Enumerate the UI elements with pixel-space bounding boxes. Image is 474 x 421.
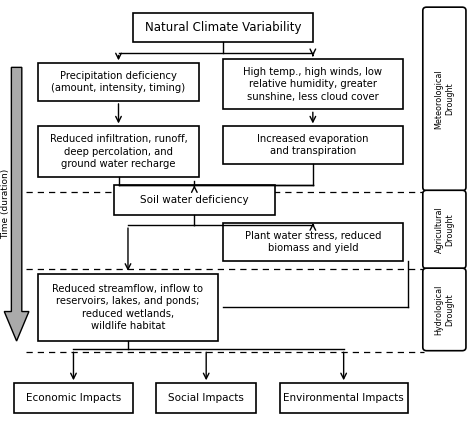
FancyBboxPatch shape [38, 274, 218, 341]
FancyBboxPatch shape [223, 223, 403, 261]
Text: Increased evaporation
and transpiration: Increased evaporation and transpiration [257, 134, 369, 157]
FancyBboxPatch shape [280, 383, 408, 413]
FancyBboxPatch shape [38, 63, 199, 101]
Text: Soil water deficiency: Soil water deficiency [140, 195, 249, 205]
FancyBboxPatch shape [38, 126, 199, 177]
Text: Agricultural
Drought: Agricultural Drought [435, 206, 454, 253]
Text: Plant water stress, reduced
biomass and yield: Plant water stress, reduced biomass and … [245, 231, 381, 253]
Text: Meteorological
Drought: Meteorological Drought [435, 69, 454, 129]
FancyBboxPatch shape [423, 7, 466, 191]
Text: Reduced infiltration, runoff,
deep percolation, and
ground water recharge: Reduced infiltration, runoff, deep perco… [50, 134, 187, 169]
FancyBboxPatch shape [114, 185, 275, 215]
Text: Economic Impacts: Economic Impacts [26, 393, 121, 403]
Polygon shape [4, 67, 29, 341]
Text: Hydrological
Drought: Hydrological Drought [435, 284, 454, 335]
Text: Environmental Impacts: Environmental Impacts [283, 393, 404, 403]
FancyBboxPatch shape [423, 268, 466, 351]
FancyBboxPatch shape [133, 13, 313, 42]
FancyBboxPatch shape [223, 59, 403, 109]
FancyBboxPatch shape [156, 383, 256, 413]
FancyBboxPatch shape [223, 126, 403, 164]
Text: Time (duration): Time (duration) [1, 169, 10, 239]
FancyBboxPatch shape [14, 383, 133, 413]
FancyBboxPatch shape [423, 190, 466, 269]
Text: Precipitation deficiency
(amount, intensity, timing): Precipitation deficiency (amount, intens… [52, 71, 185, 93]
Text: High temp., high winds, low
relative humidity, greater
sunshine, less cloud cove: High temp., high winds, low relative hum… [243, 67, 383, 101]
Text: Reduced streamflow, inflow to
reservoirs, lakes, and ponds;
reduced wetlands,
wi: Reduced streamflow, inflow to reservoirs… [53, 284, 203, 331]
Text: Natural Climate Variability: Natural Climate Variability [145, 21, 301, 34]
Text: Social Impacts: Social Impacts [168, 393, 244, 403]
